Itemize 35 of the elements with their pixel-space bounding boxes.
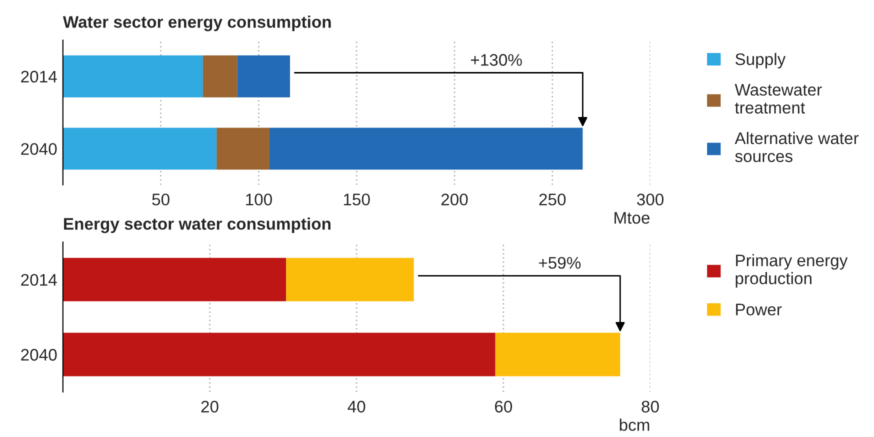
x-tick-label: 60	[495, 400, 512, 413]
y-tick-label: 2040	[21, 348, 57, 361]
bar	[237, 55, 290, 98]
x-tick-label: 50	[152, 194, 170, 206]
x-tick-label: 300	[636, 194, 664, 206]
bar	[269, 128, 583, 170]
x-tick-label: 80	[642, 400, 659, 413]
bar	[62, 128, 217, 170]
legend-label: Primary energy production	[736, 254, 848, 288]
x-tick-label: 100	[246, 194, 272, 206]
annotation: +130%	[470, 54, 522, 66]
x-axis-title: Mtoe	[614, 212, 650, 224]
bar	[216, 128, 270, 170]
x-tick-label: 40	[348, 400, 366, 413]
bar	[202, 55, 238, 98]
x-tick-label: 200	[441, 194, 468, 206]
legend-label: Supply	[735, 52, 786, 68]
legend-label: Power	[736, 304, 782, 316]
x-tick-label: 250	[539, 194, 566, 206]
chart-title: Water sector energy consumption	[62, 16, 331, 32]
bar	[62, 332, 496, 376]
legend-label: Alternative water sources	[734, 132, 859, 162]
chart-title: Energy sector water consumption	[64, 218, 330, 234]
x-tick-label: 150	[344, 194, 370, 206]
y-tick-label: 2014	[21, 274, 57, 286]
y-tick-label: 2014	[21, 70, 57, 83]
bar	[495, 332, 620, 376]
legend-label: Wastewater treatment	[734, 84, 822, 114]
y-tick-label: 2040	[21, 143, 57, 155]
bar	[286, 258, 414, 302]
x-axis-title: bcm	[620, 418, 650, 431]
bar	[62, 258, 286, 302]
bar	[62, 55, 203, 98]
annotation: +59%	[538, 256, 581, 269]
x-tick-label: 20	[201, 400, 218, 413]
